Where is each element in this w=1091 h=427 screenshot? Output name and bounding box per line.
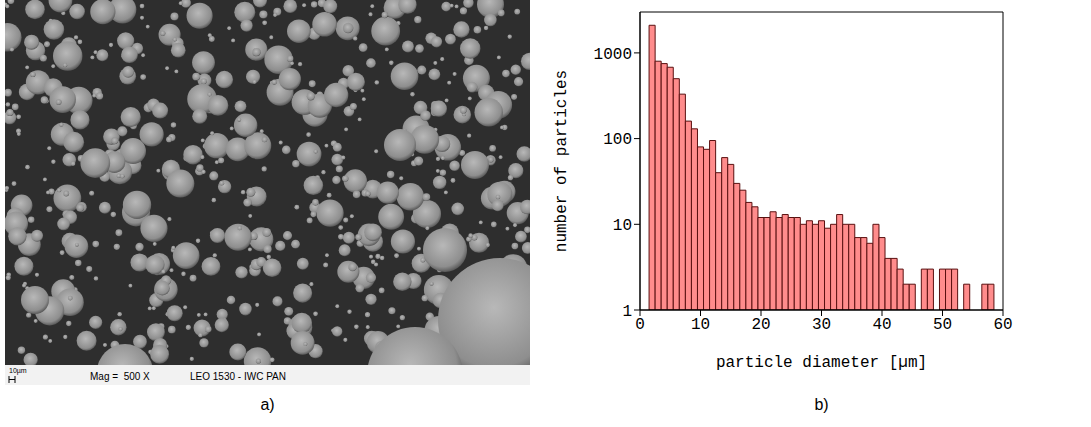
svg-text:100: 100 <box>603 131 632 149</box>
svg-text:1: 1 <box>622 303 632 321</box>
svg-text:10: 10 <box>613 217 632 235</box>
html-text:a): a) <box>260 396 275 413</box>
svg-text:10: 10 <box>691 316 710 334</box>
svg-text:Mag = 500 X: Mag = 500 X <box>90 371 150 382</box>
svg-text:particle diameter [µm]: particle diameter [µm] <box>716 354 927 372</box>
svg-text:1000: 1000 <box>594 46 632 64</box>
html-text:b): b) <box>814 396 829 413</box>
svg-text:LEO 1530 - IWC PAN: LEO 1530 - IWC PAN <box>190 371 286 382</box>
svg-text:number of particles: number of particles <box>553 70 571 252</box>
svg-text:40: 40 <box>872 316 891 334</box>
svg-text:30: 30 <box>812 316 831 334</box>
svg-text:60: 60 <box>993 316 1012 334</box>
svg-text:20: 20 <box>751 316 770 334</box>
svg-text:10µm: 10µm <box>9 367 27 375</box>
svg-text:0: 0 <box>635 316 645 334</box>
svg-text:50: 50 <box>933 316 952 334</box>
